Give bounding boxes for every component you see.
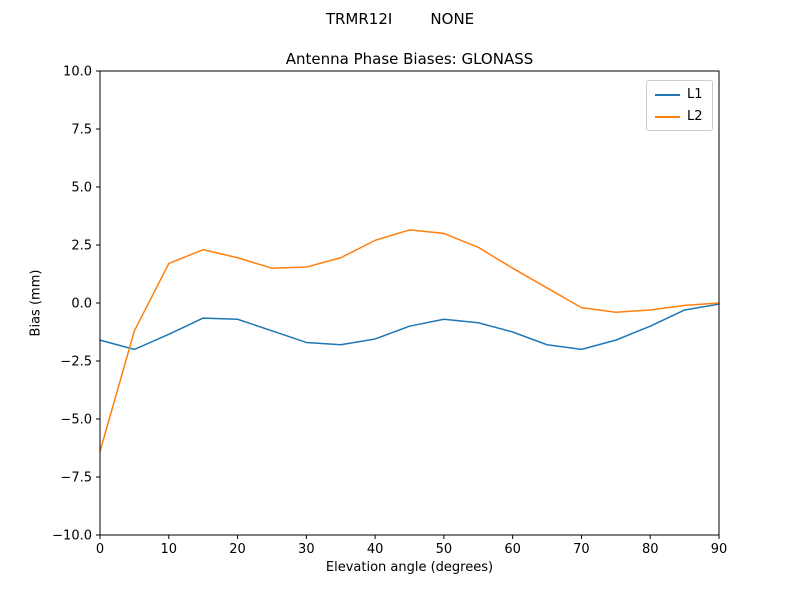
x-tick-label: 30 xyxy=(298,542,315,557)
chart-title: Antenna Phase Biases: GLONASS xyxy=(285,50,534,68)
legend-label-l1: L1 xyxy=(687,87,703,102)
series-line-L2 xyxy=(99,229,720,453)
legend-entry-l2: L2 xyxy=(655,110,704,123)
legend: L1 L2 xyxy=(646,80,713,131)
y-tick-label: −7.5 xyxy=(60,471,92,486)
y-tick-label: −2.5 xyxy=(60,355,92,370)
x-tick-label: 90 xyxy=(711,542,728,557)
l1-line-swatch xyxy=(655,93,680,96)
x-tick-label: 50 xyxy=(436,542,453,557)
axes-frame xyxy=(99,70,720,536)
series-line-L1 xyxy=(99,303,720,351)
y-axis-label: Bias (mm) xyxy=(28,269,44,337)
y-tick-label: 0.0 xyxy=(71,297,92,312)
y-tick-label: 2.5 xyxy=(71,239,92,254)
x-tick-label: 20 xyxy=(229,542,246,557)
y-tick-label: −10.0 xyxy=(52,529,92,544)
x-tick-label: 80 xyxy=(642,542,659,557)
x-tick-label: 10 xyxy=(161,542,178,557)
x-tick-label: 60 xyxy=(504,542,521,557)
x-tick-label: 0 xyxy=(96,542,104,557)
x-tick-label: 70 xyxy=(573,542,590,557)
y-tick-label: 10.0 xyxy=(63,65,92,80)
legend-entry-l1: L1 xyxy=(655,88,704,101)
figure-suptitle: TRMR12I NONE xyxy=(325,10,475,28)
legend-label-l2: L2 xyxy=(687,109,703,124)
y-tick-label: −5.0 xyxy=(60,413,92,428)
y-tick-label: 5.0 xyxy=(71,181,92,196)
x-axis-label: Elevation angle (degrees) xyxy=(325,560,494,575)
x-tick-label: 40 xyxy=(367,542,384,557)
y-tick-label: 7.5 xyxy=(71,123,92,138)
l2-line-swatch xyxy=(655,115,680,118)
